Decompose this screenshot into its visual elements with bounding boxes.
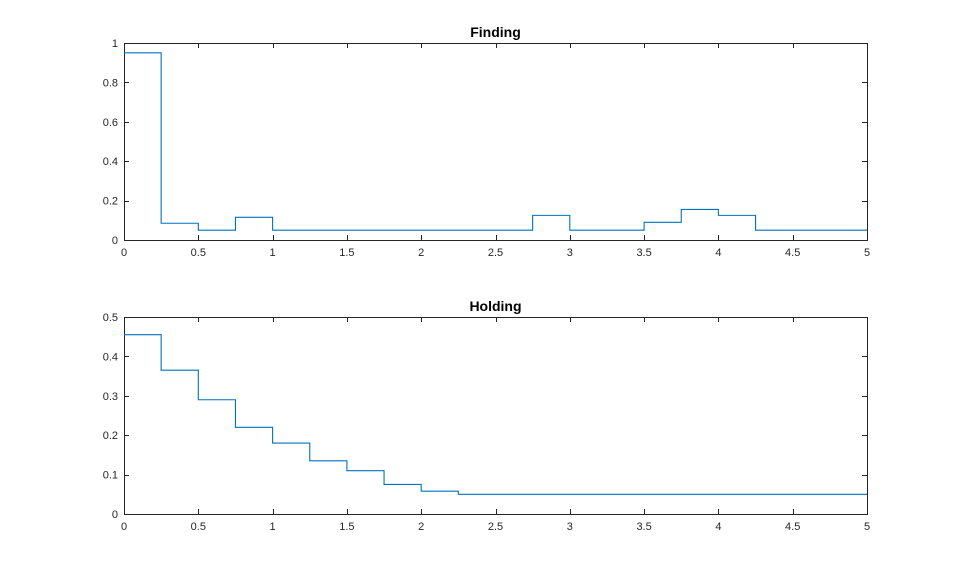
- y-tick-label: 0.2: [103, 430, 118, 442]
- x-tick-label: 0: [121, 521, 127, 533]
- x-tick-label: 1.5: [339, 521, 354, 533]
- y-tick-label: 0: [112, 509, 118, 521]
- chart-title: Holding: [469, 298, 521, 314]
- y-tick-label: 0.6: [103, 117, 118, 129]
- chart-title: Finding: [470, 24, 521, 40]
- y-tick-label: 0.3: [103, 391, 118, 403]
- x-tick-label: 3: [567, 521, 573, 533]
- y-tick-label: 0.5: [103, 312, 118, 324]
- x-tick-label: 0.5: [191, 521, 206, 533]
- y-tick-label: 0.1: [103, 470, 118, 482]
- x-tick-label: 2: [418, 521, 424, 533]
- x-tick-label: 1: [270, 521, 276, 533]
- y-tick-label: 0.4: [103, 156, 118, 168]
- x-tick-label: 5: [864, 521, 870, 533]
- x-tick-label: 2.5: [488, 521, 503, 533]
- x-tick-label: 2.5: [488, 247, 503, 259]
- y-tick-label: 0.4: [103, 351, 118, 363]
- x-tick-label: 1.5: [339, 247, 354, 259]
- y-tick-label: 0.8: [103, 77, 118, 89]
- y-tick-label: 0: [112, 235, 118, 247]
- y-tick-label: 1: [112, 38, 118, 50]
- plot-area: [124, 43, 868, 241]
- y-tick-label: 0.2: [103, 196, 118, 208]
- x-tick-label: 1: [270, 247, 276, 259]
- series-line-0: [124, 334, 867, 495]
- x-tick-label: 4: [715, 521, 721, 533]
- chart-panel-1: 0 0.5 1 1.5 2 2.5 3 3.5 4 4.5 5 0 0.1 0.2 0.3 0.4 0.5 Hol…: [103, 298, 870, 533]
- x-tick-label: 5: [864, 247, 870, 259]
- x-tick-label: 3.5: [636, 521, 651, 533]
- x-tick-label: 0.5: [191, 247, 206, 259]
- x-tick-label: 3.5: [636, 247, 651, 259]
- x-tick-label: 0: [121, 247, 127, 259]
- x-tick-label: 2: [418, 247, 424, 259]
- chart-panel-0: 0 0.5 1 1.5 2 2.5 3 3.5 4 4.5 5 0 0.2 0.4 0.6 0.8 1 Findi…: [103, 24, 870, 259]
- x-tick-label: 4.5: [785, 247, 800, 259]
- x-tick-label: 3: [567, 247, 573, 259]
- x-tick-label: 4.5: [785, 521, 800, 533]
- series-line-0: [124, 52, 867, 231]
- x-tick-label: 4: [715, 247, 721, 259]
